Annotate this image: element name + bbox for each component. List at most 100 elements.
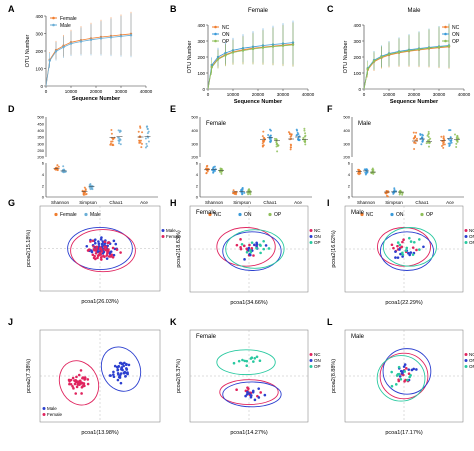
data-point	[364, 171, 367, 174]
data-point	[271, 45, 275, 48]
y-tick-label: 400	[353, 23, 361, 28]
data-point	[264, 244, 268, 247]
data-point	[296, 133, 299, 136]
data-point	[219, 170, 222, 173]
data-point	[119, 129, 122, 132]
data-point	[112, 370, 115, 374]
data-point	[94, 249, 98, 252]
legend-label: OP	[426, 212, 434, 218]
x-tick-label: 10000	[227, 92, 240, 97]
data-point	[257, 396, 261, 399]
data-point	[437, 45, 441, 49]
data-point	[363, 168, 366, 171]
data-point	[97, 240, 100, 243]
data-point	[94, 251, 98, 255]
legend-label: OP	[314, 240, 321, 245]
data-point	[75, 385, 79, 389]
data-point	[276, 150, 279, 153]
data-point	[220, 167, 223, 170]
panel-title: Male	[407, 8, 421, 14]
data-point	[291, 43, 295, 47]
data-point	[401, 255, 404, 258]
data-point	[243, 258, 246, 261]
confidence-ellipse	[376, 355, 426, 402]
legend-label: NC	[214, 212, 222, 218]
data-point	[71, 384, 74, 388]
confidence-ellipse	[100, 346, 142, 392]
y-tick-label: 4	[42, 172, 45, 177]
legend-marker	[390, 212, 394, 217]
data-point	[413, 148, 416, 151]
confidence-ellipse	[70, 229, 136, 273]
data-point	[247, 246, 251, 250]
data-point	[447, 138, 450, 141]
data-point	[113, 364, 117, 368]
data-point	[263, 137, 266, 140]
data-point	[109, 36, 113, 39]
data-point	[138, 135, 141, 138]
panel-label: E	[170, 104, 176, 114]
data-point	[248, 243, 251, 247]
data-point	[62, 168, 65, 171]
panel-label: L	[327, 317, 333, 327]
series-line-op	[207, 44, 294, 90]
data-point	[304, 132, 307, 135]
data-point	[234, 192, 237, 195]
data-point	[248, 248, 252, 252]
data-point	[247, 193, 250, 196]
data-point	[92, 245, 95, 248]
data-point	[211, 169, 214, 172]
data-point	[427, 130, 430, 133]
data-point	[420, 143, 423, 146]
legend-label: NC	[469, 228, 474, 233]
data-point	[453, 133, 456, 136]
data-point	[95, 245, 98, 249]
data-point	[410, 368, 414, 372]
y-tick-label: 200	[197, 55, 205, 60]
y-tick-label: 4	[348, 172, 351, 177]
panel-title: Male	[351, 334, 365, 340]
y-tick-label: 200	[343, 155, 350, 160]
data-point	[138, 139, 141, 142]
panel-b: B Female 0 100 200 300 400 0 10000 20000 30000 4000…	[170, 4, 315, 105]
data-point	[57, 165, 60, 168]
data-point	[366, 67, 369, 71]
data-point	[250, 241, 254, 244]
data-point	[401, 251, 404, 255]
data-point	[80, 392, 83, 395]
data-point	[109, 255, 113, 258]
data-point	[415, 131, 418, 134]
panel-e: E Female 200 300 400 500 0 2 4 6 Shannon Simpson Cha…	[170, 104, 312, 218]
data-point	[71, 376, 75, 380]
legend-marker	[238, 212, 242, 217]
data-point	[296, 129, 299, 132]
legend-marker	[54, 212, 58, 217]
panel-c: C Male 0 100 200 300 400 0 10000 20000 30000 40000 S…	[327, 4, 471, 105]
data-point	[212, 166, 215, 169]
data-point	[442, 146, 445, 149]
data-point	[403, 370, 406, 373]
data-point	[289, 135, 292, 138]
data-point	[72, 387, 75, 390]
y-tick-label: 200	[37, 155, 44, 160]
legend-marker	[52, 16, 55, 20]
data-point	[232, 361, 236, 365]
data-point	[117, 139, 120, 142]
data-point	[205, 172, 208, 175]
data-point	[79, 369, 83, 372]
panel-label: C	[327, 4, 334, 14]
data-point	[48, 59, 51, 62]
confidence-ellipse	[379, 352, 429, 400]
data-point	[110, 128, 113, 131]
data-point	[241, 49, 245, 52]
data-point	[397, 372, 401, 376]
data-point	[77, 381, 81, 385]
legend-marker	[444, 39, 447, 43]
data-point	[221, 170, 224, 173]
legend-label: ON	[222, 32, 230, 38]
data-point	[422, 134, 425, 137]
x-axis-label: pcoa1(14.27%)	[230, 430, 267, 436]
data-point	[390, 384, 394, 388]
data-point	[427, 145, 430, 148]
